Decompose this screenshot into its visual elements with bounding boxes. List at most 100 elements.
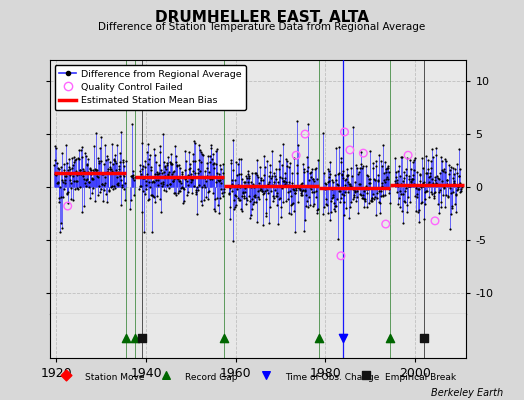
Point: [301, 188, 309, 194]
Point: [380, 159, 389, 165]
Point: [162, 182, 171, 188]
Point: [155, 170, 163, 176]
Point: [211, 208, 220, 215]
Point: [151, 199, 160, 205]
Point: [92, 167, 100, 174]
Point: [231, 192, 239, 198]
Point: [257, 186, 266, 192]
Point: [192, 190, 200, 197]
Point: [300, 168, 308, 175]
Point: [291, 228, 300, 235]
Point: [94, 155, 103, 161]
Point: [253, 157, 261, 163]
Point: [429, 154, 437, 160]
Point: [442, 192, 451, 198]
Point: [111, 158, 119, 164]
Point: [283, 158, 291, 164]
Point: [424, 194, 433, 200]
Point: [417, 200, 425, 206]
Point: [381, 221, 390, 227]
Point: [456, 188, 465, 194]
Point: [148, 228, 156, 235]
Point: [394, 201, 402, 208]
Point: [166, 180, 174, 187]
Point: [206, 176, 214, 182]
Point: [54, 166, 63, 173]
Point: [423, 170, 431, 176]
Point: [63, 160, 71, 166]
Point: [444, 194, 452, 200]
Point: [424, 166, 432, 172]
Point: [65, 156, 73, 162]
Point: [456, 180, 464, 186]
Point: [346, 180, 354, 187]
Point: [161, 164, 170, 170]
Point: [403, 194, 412, 201]
Point: [343, 172, 352, 178]
Point: [402, 171, 410, 178]
Point: [66, 166, 74, 172]
Point: [354, 210, 363, 216]
Point: [440, 184, 448, 190]
Point: [172, 158, 180, 165]
Point: [346, 204, 354, 210]
Point: [184, 189, 192, 195]
Point: [284, 182, 292, 188]
Point: [255, 184, 264, 190]
Point: [314, 335, 323, 342]
Point: [308, 166, 316, 172]
Point: [314, 156, 322, 163]
Point: [286, 160, 294, 166]
Point: [349, 196, 357, 203]
Point: [204, 152, 213, 159]
Point: [163, 172, 172, 178]
Point: [350, 192, 358, 198]
Point: [214, 177, 222, 183]
Point: [421, 196, 429, 202]
Point: [173, 174, 182, 181]
Point: [276, 174, 284, 180]
Point: [404, 152, 412, 158]
Point: [143, 149, 151, 155]
Point: [355, 169, 364, 176]
Point: [335, 169, 344, 176]
Point: [327, 198, 335, 204]
Point: [94, 192, 102, 198]
Point: [233, 186, 242, 192]
Point: [192, 187, 201, 193]
Point: [445, 162, 453, 168]
Point: [177, 184, 185, 191]
Point: [273, 202, 281, 208]
Point: [299, 228, 308, 234]
Point: [332, 177, 341, 184]
Point: [216, 195, 224, 201]
Point: [342, 204, 350, 211]
Point: [256, 164, 265, 171]
Point: [294, 199, 302, 205]
Point: [63, 167, 72, 173]
Point: [56, 229, 64, 235]
Point: [324, 166, 332, 172]
Point: [377, 193, 386, 200]
Point: [226, 216, 234, 222]
Point: [439, 192, 447, 198]
Point: [158, 170, 166, 176]
Point: [147, 192, 156, 198]
Point: [234, 156, 243, 162]
Point: [418, 182, 426, 188]
Point: [294, 183, 303, 190]
Point: [381, 176, 390, 182]
Point: [266, 162, 275, 168]
Point: [108, 140, 117, 147]
Point: [232, 193, 240, 200]
Point: [264, 180, 272, 187]
Point: [76, 184, 84, 190]
Point: [80, 203, 88, 210]
Point: [347, 172, 356, 179]
Point: [107, 168, 116, 174]
Point: [268, 148, 276, 155]
Point: [438, 167, 446, 173]
Point: [408, 172, 417, 178]
Point: [369, 195, 378, 202]
Point: [412, 208, 420, 214]
